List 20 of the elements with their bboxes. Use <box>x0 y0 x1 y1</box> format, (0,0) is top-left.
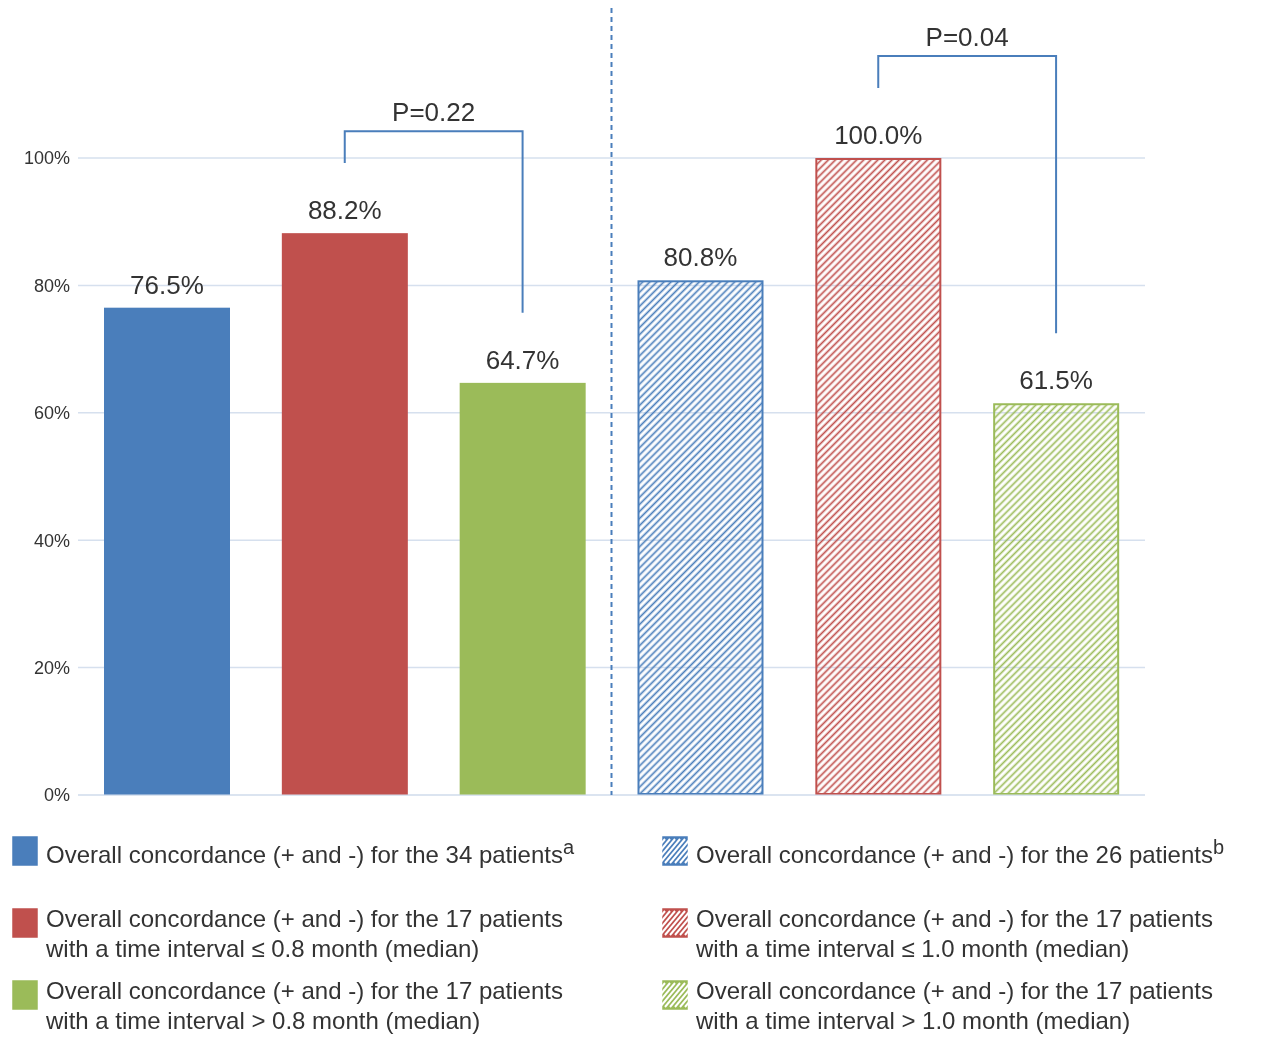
legend-label: Overall concordance (+ and -) for the 34 patients$^{a}$ <box>46 835 576 870</box>
data-label: 61.5% <box>1019 365 1093 396</box>
data-label: 64.7% <box>485 344 560 375</box>
data-label: 76.5% <box>130 269 204 300</box>
data-label: 88.2% <box>307 195 382 226</box>
text: P=0.22 <box>392 97 476 128</box>
y-tick-label: 0% <box>43 785 70 806</box>
legend-label: Overall concordance (+ and -) for the 26 patients$^{b}$ <box>696 835 1226 870</box>
data-label: 100.0% <box>834 120 923 150</box>
legend-label: Overall concordance (+ and -) for the 17 patients with a time interval > 0.8 month (median) <box>46 976 564 1036</box>
legend-label: Overall concordance (+ and -) for the 17 patients with a time interval ≤ 0.8 month (median) <box>46 904 564 964</box>
data-label: 80.8% <box>663 242 738 273</box>
text: P=0.04 <box>925 22 1009 53</box>
y-tick-label: 60% <box>33 403 70 424</box>
y-tick-label: 100% <box>23 148 70 169</box>
y-tick-label: 20% <box>33 657 70 678</box>
y-tick-label: 40% <box>33 530 70 551</box>
legend-label: Overall concordance (+ and -) for the 17 patients with a time interval ≤ 1.0 month (median) <box>696 904 1214 964</box>
legend-label: Overall concordance (+ and -) for the 17 patients with a time interval > 1.0 month (median) <box>696 976 1214 1036</box>
y-tick-label: 80% <box>33 275 70 296</box>
